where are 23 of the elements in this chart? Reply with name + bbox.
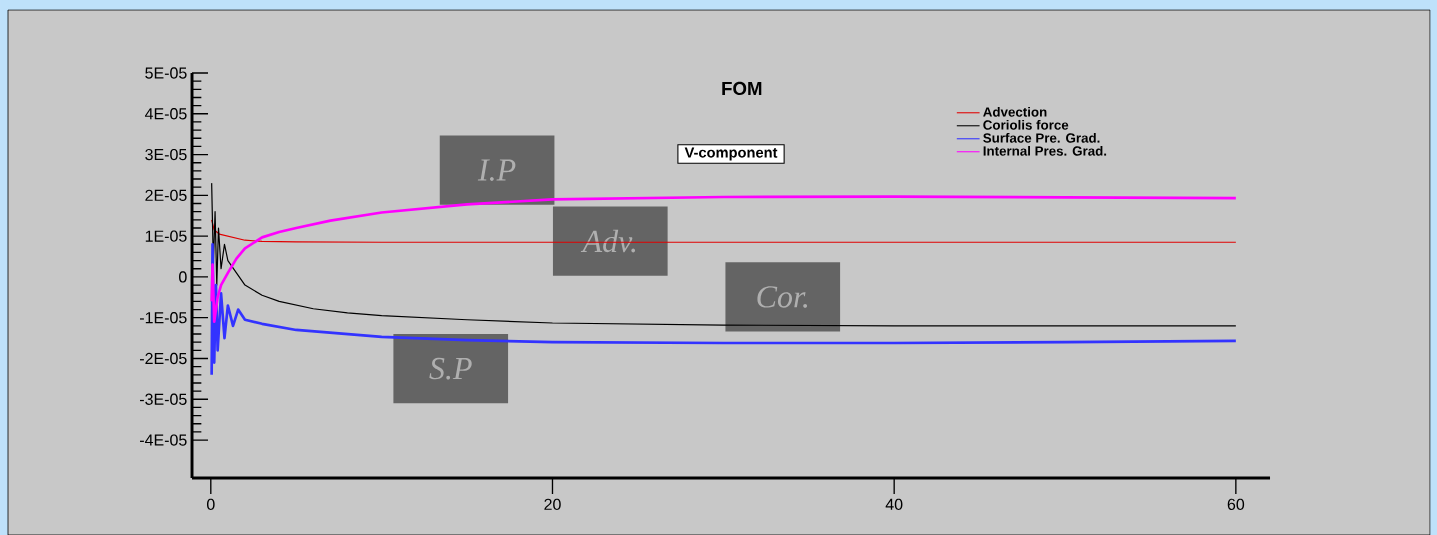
y-tick-label: -4E-05	[139, 434, 187, 446]
annotation: S.P	[429, 357, 472, 380]
legend-label: Advection	[983, 106, 1047, 117]
x-tick-label: 60	[1227, 498, 1245, 510]
x-tick-label: 20	[544, 498, 561, 510]
y-tick-label: -3E-05	[139, 393, 187, 405]
y-tick-label: 3E-05	[145, 148, 187, 161]
legend-label: Coriolis force	[983, 119, 1069, 130]
y-tick-label: 4E-05	[144, 107, 187, 120]
annotation: I.P	[477, 159, 516, 181]
y-tick-label: -2E-05	[139, 352, 187, 364]
y-tick-label: -1E-05	[139, 311, 187, 324]
y-tick-label: 0	[179, 271, 187, 283]
text: V-component	[684, 147, 778, 161]
y-tick-label: 2E-05	[145, 189, 187, 201]
legend-label: Internal Pres. Grad.	[983, 145, 1107, 156]
legend-label: Surface Pre. Grad.	[983, 132, 1100, 143]
annotation: Cor.	[757, 285, 808, 308]
x-tick-label: 0	[206, 498, 215, 510]
x-tick-label: 40	[885, 498, 903, 510]
chart-title: FOM	[722, 81, 762, 95]
y-tick-label: 5E-05	[145, 67, 187, 79]
y-tick-label: 1E-05	[145, 230, 187, 242]
